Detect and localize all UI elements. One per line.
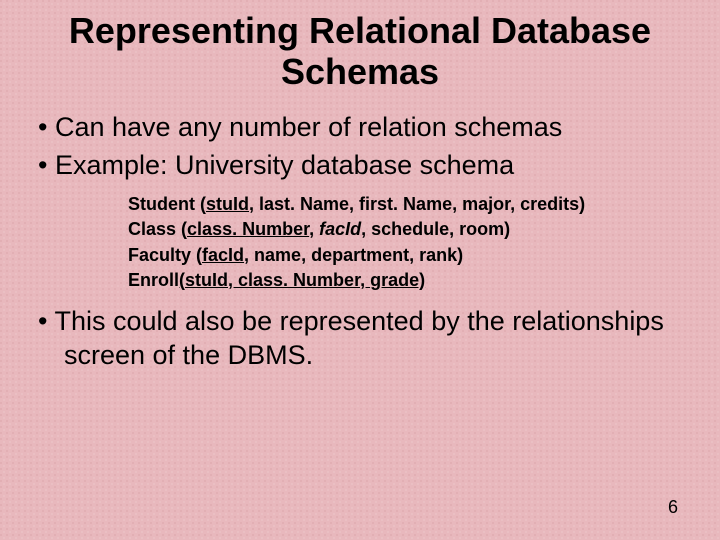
schema-line-enroll: Enroll(stuId, class. Number, grade) — [128, 268, 688, 293]
bullet-item: This could also be represented by the re… — [38, 305, 688, 373]
slide-title: Representing Relational Database Schemas — [32, 10, 688, 93]
paren: ( — [191, 245, 202, 265]
schema-key: facId — [202, 245, 244, 265]
bullet-item: Can have any number of relation schemas — [38, 111, 688, 145]
schema-name: Student — [128, 194, 195, 214]
schema-name: Enroll — [128, 270, 179, 290]
schema-key: stuId — [206, 194, 249, 214]
schema-line-class: Class (class. Number, facId, schedule, r… — [128, 217, 688, 242]
schema-name: Faculty — [128, 245, 191, 265]
bullet-item: Example: University database schema — [38, 149, 688, 183]
schema-rest: , name, department, rank) — [244, 245, 463, 265]
schema-key: class. Number — [187, 219, 309, 239]
schema-line-student: Student (stuId, last. Name, first. Name,… — [128, 192, 688, 217]
sep: , — [309, 219, 319, 239]
schema-key: stuId, class. Number, — [185, 270, 370, 290]
schema-rest: , schedule, room) — [361, 219, 510, 239]
schema-rest: , last. Name, first. Name, major, credit… — [249, 194, 585, 214]
schema-line-faculty: Faculty (facId, name, department, rank) — [128, 243, 688, 268]
page-number: 6 — [668, 497, 678, 518]
schema-rest: grade) — [370, 270, 425, 290]
paren: ( — [176, 219, 187, 239]
schema-block: Student (stuId, last. Name, first. Name,… — [128, 192, 688, 293]
slide: Representing Relational Database Schemas… — [0, 0, 720, 540]
paren: ( — [195, 194, 206, 214]
schema-name: Class — [128, 219, 176, 239]
schema-fk: facId — [319, 219, 361, 239]
